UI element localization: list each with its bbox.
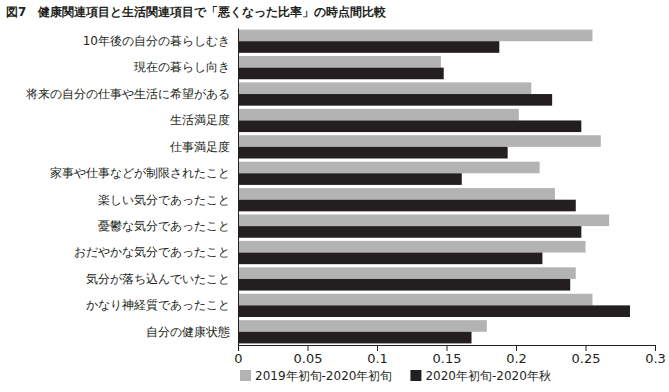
chart: 図7 健康関連項目と生活関連項目で「悪くなった比率」の時点間比較 0 0.05 0.1… bbox=[0, 0, 669, 392]
bar bbox=[238, 332, 472, 344]
category-label: 将来の自分の仕事や生活に希望がある bbox=[25, 87, 230, 101]
bar bbox=[238, 68, 444, 80]
bar bbox=[238, 200, 576, 212]
bar bbox=[238, 215, 609, 227]
y-axis: 10年後の自分の暮らしむき現在の暮らし向き将来の自分の仕事や生活に希望がある生活… bbox=[25, 29, 239, 346]
category-label: 自分の健康状態 bbox=[146, 325, 230, 339]
bar bbox=[238, 30, 592, 42]
bar bbox=[238, 120, 581, 132]
tick-mark bbox=[377, 345, 378, 351]
legend-swatch bbox=[240, 370, 251, 381]
bar bbox=[238, 226, 581, 238]
category-label: 気分が落ち込んでいたこと bbox=[86, 272, 230, 286]
tick-label: 0.1 bbox=[367, 351, 388, 366]
tick-mark bbox=[308, 345, 309, 351]
bars bbox=[238, 30, 630, 344]
legend-item: 2019年初旬-2020年初旬 bbox=[240, 369, 392, 383]
tick-mark bbox=[655, 345, 656, 351]
tick: 0 bbox=[234, 345, 242, 366]
category-label: 10年後の自分の暮らしむき bbox=[83, 34, 230, 48]
tick-mark bbox=[238, 345, 239, 351]
category-tick: 気分が落ち込んでいたこと bbox=[86, 272, 238, 286]
legend: 2019年初旬-2020年初旬 2020年初旬-2020年秋 bbox=[240, 369, 551, 383]
category-tick: おだやかな気分であったこと bbox=[74, 245, 238, 259]
tick-label: 0.15 bbox=[433, 351, 462, 366]
bar bbox=[238, 241, 586, 253]
bar bbox=[238, 188, 555, 200]
tick-mark bbox=[516, 345, 517, 351]
category-tick: 自分の健康状態 bbox=[146, 325, 238, 339]
bar bbox=[238, 320, 487, 332]
bar bbox=[238, 173, 462, 185]
bar bbox=[238, 94, 552, 106]
category-tick: 将来の自分の仕事や生活に希望がある bbox=[25, 87, 238, 101]
category-label: 憂鬱な気分であったこと bbox=[98, 219, 230, 233]
bar bbox=[238, 279, 570, 291]
category-label: 生活満足度 bbox=[170, 113, 230, 127]
legend-label: 2020年初旬-2020年秋 bbox=[425, 369, 550, 383]
tick-label: 0.2 bbox=[506, 351, 527, 366]
category-label: おだやかな気分であったこと bbox=[74, 245, 230, 259]
tick: 0.25 bbox=[572, 345, 601, 366]
bar bbox=[238, 41, 499, 53]
title: 図7 健康関連項目と生活関連項目で「悪くなった比率」の時点間比較 bbox=[6, 5, 387, 19]
category-tick: 仕事満足度 bbox=[169, 140, 238, 154]
category-tick: 10年後の自分の暮らしむき bbox=[83, 34, 238, 48]
category-label: 家事や仕事などが制限されたこと bbox=[50, 166, 230, 180]
y-axis-line bbox=[238, 29, 239, 346]
tick: 0.15 bbox=[433, 345, 462, 366]
bar bbox=[238, 135, 601, 147]
tick-label: 0.25 bbox=[572, 351, 601, 366]
tick: 0.1 bbox=[367, 345, 388, 366]
category-tick: かなり神経質であったこと bbox=[86, 298, 238, 312]
legend-swatch bbox=[410, 370, 421, 381]
bar bbox=[238, 162, 540, 174]
category-label: 仕事満足度 bbox=[169, 140, 230, 154]
series bbox=[238, 30, 609, 332]
x-axis: 0 0.05 0.1 0.15 0.2 0.25 0.3 bbox=[234, 345, 665, 366]
category-label: 楽しい気分であったこと bbox=[98, 193, 230, 207]
category-label: 現在の暮らし向き bbox=[134, 60, 230, 74]
bar bbox=[238, 109, 519, 121]
legend-item: 2020年初旬-2020年秋 bbox=[410, 369, 550, 383]
tick: 0.2 bbox=[506, 345, 527, 366]
tick: 0.3 bbox=[645, 345, 666, 366]
category-tick: 生活満足度 bbox=[170, 113, 238, 127]
series bbox=[238, 41, 630, 343]
tick-label: 0.05 bbox=[294, 351, 323, 366]
plot: 0 0.05 0.1 0.15 0.2 0.25 0.3 10年後の自分の暮らしむき現在の暮ら… bbox=[25, 29, 666, 367]
bar bbox=[238, 82, 531, 94]
tick-mark bbox=[447, 345, 448, 351]
category-tick: 現在の暮らし向き bbox=[134, 60, 238, 74]
bar bbox=[238, 253, 542, 265]
category-tick: 楽しい気分であったこと bbox=[98, 193, 238, 207]
tick: 0.05 bbox=[294, 345, 323, 366]
category-tick: 憂鬱な気分であったこと bbox=[98, 219, 238, 233]
bar bbox=[238, 56, 441, 68]
bar bbox=[238, 267, 576, 279]
bar bbox=[238, 147, 508, 159]
tick-label: 0.3 bbox=[645, 351, 666, 366]
tick-label: 0 bbox=[234, 351, 242, 366]
bar bbox=[238, 294, 592, 306]
tick-mark bbox=[586, 345, 587, 351]
bar bbox=[238, 305, 630, 317]
category-label: かなり神経質であったこと bbox=[86, 298, 230, 312]
legend-label: 2019年初旬-2020年初旬 bbox=[255, 369, 392, 383]
category-tick: 家事や仕事などが制限されたこと bbox=[50, 166, 238, 180]
